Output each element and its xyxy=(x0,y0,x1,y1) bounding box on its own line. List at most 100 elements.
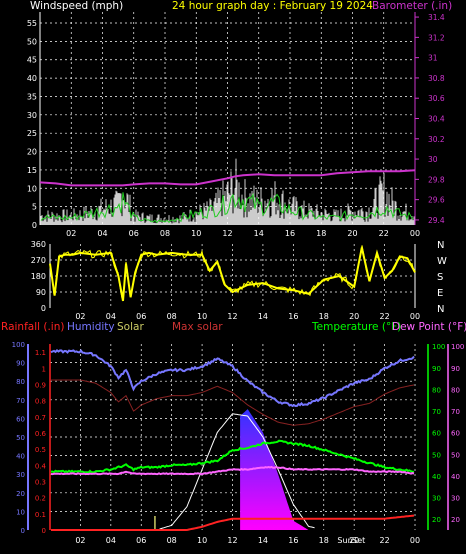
barometer-tick-label: 30.8 xyxy=(428,74,445,83)
wind-x-tick: 14 xyxy=(254,229,264,238)
weather-x-tick: 22 xyxy=(379,536,389,545)
wind-tick-label: 30 xyxy=(27,111,37,120)
rain-tick-label: 0.9 xyxy=(35,381,46,389)
wind-tick-label: 5 xyxy=(32,203,37,212)
direction-x-tick: 02 xyxy=(75,312,85,321)
direction-x-tick: 20 xyxy=(349,312,359,321)
rain-tick-label: 0 xyxy=(42,527,46,535)
temperature-tick-label: 60 xyxy=(432,430,441,438)
legend-dew-point: Dew Point (°F) xyxy=(392,321,466,333)
temperature-tick-label: 80 xyxy=(432,386,441,394)
wind-tick-label: 55 xyxy=(27,19,37,28)
max-solar-line xyxy=(159,413,315,530)
direction-tick-label: 180 xyxy=(31,272,46,281)
temperature-tick-label: 70 xyxy=(432,408,441,416)
direction-x-tick: 14 xyxy=(258,312,268,321)
wind-x-tick: 20 xyxy=(347,229,357,238)
humidity-tick-label: 0 xyxy=(21,527,25,535)
temperature-tick-label: 30 xyxy=(432,495,441,503)
temperature-tick-label: 20 xyxy=(432,516,441,524)
sunset-label: Sun xyxy=(337,536,352,545)
temperature-tick-label: 50 xyxy=(432,451,441,459)
legend-humidity: Humidity xyxy=(67,321,115,333)
legend-max-solar: Max solar xyxy=(172,321,223,333)
temperature-tick-label: 90 xyxy=(432,365,441,373)
max-solar-reference-line xyxy=(51,379,415,426)
rain-tick-label: 1.1 xyxy=(35,349,46,357)
wind-tick-label: 20 xyxy=(27,148,37,157)
wind-x-tick: 22 xyxy=(379,229,389,238)
weather-x-tick: 02 xyxy=(75,536,85,545)
wind-tick-label: 45 xyxy=(27,56,37,65)
direction-x-tick: 16 xyxy=(288,312,298,321)
legend-solar: Solar xyxy=(117,321,144,333)
dewpoint-tick-label: 90 xyxy=(451,365,460,373)
compass-label: N xyxy=(437,304,444,315)
rain-tick-label: 1 xyxy=(42,365,46,373)
barometer-tick-label: 30 xyxy=(428,155,438,164)
direction-x-tick: 00 xyxy=(410,312,420,321)
dewpoint-tick-label: 20 xyxy=(451,516,460,524)
windspeed-label: Windspeed (mph) xyxy=(30,0,123,12)
direction-x-tick: 12 xyxy=(227,312,237,321)
rain-tick-label: 0.8 xyxy=(35,398,46,406)
wind-tick-label: 50 xyxy=(27,37,37,46)
wind-x-tick: 04 xyxy=(97,229,107,238)
wind-x-tick: 02 xyxy=(66,229,76,238)
weather-x-tick: 06 xyxy=(136,536,146,545)
wind-x-tick: 18 xyxy=(316,229,326,238)
barometer-tick-label: 29.6 xyxy=(428,196,445,205)
barometer-tick-label: 30.4 xyxy=(428,115,445,124)
dewpoint-tick-label: 70 xyxy=(451,408,460,416)
weather-x-tick: 00 xyxy=(410,536,420,545)
compass-label: W xyxy=(437,256,447,267)
weather-x-tick: 18 xyxy=(319,536,329,545)
humidity-line xyxy=(50,348,415,408)
rain-tick-label: 0.5 xyxy=(35,446,46,454)
humidity-tick-label: 80 xyxy=(16,378,25,386)
direction-x-tick: 08 xyxy=(167,312,177,321)
direction-jitter xyxy=(51,245,415,299)
barometer-tick-label: 31 xyxy=(428,54,438,63)
humidity-tick-label: 20 xyxy=(16,490,25,498)
barometer-tick-label: 29.8 xyxy=(428,175,445,184)
barometer-tick-label: 30.2 xyxy=(428,135,445,144)
rain-tick-label: 0.7 xyxy=(35,414,46,422)
rain-tick-label: 0.4 xyxy=(35,462,47,470)
dewpoint-tick-label: 50 xyxy=(451,451,460,459)
rainfall-line xyxy=(51,514,415,531)
direction-tick-label: 270 xyxy=(31,256,46,265)
rain-tick-label: 0.6 xyxy=(35,430,47,438)
wind-x-tick: 08 xyxy=(160,229,170,238)
humidity-tick-label: 60 xyxy=(16,415,25,423)
weather-x-tick: 14 xyxy=(258,536,268,545)
direction-x-tick: 18 xyxy=(319,312,329,321)
direction-x-tick: 06 xyxy=(136,312,146,321)
humidity-tick-label: 10 xyxy=(16,508,25,516)
direction-tick-label: 360 xyxy=(31,240,46,249)
direction-tick-label: 90 xyxy=(36,288,46,297)
gust-line xyxy=(40,192,414,224)
humidity-tick-label: 50 xyxy=(16,434,25,442)
barometer-tick-label: 31.4 xyxy=(428,13,445,22)
wind-x-tick: 16 xyxy=(285,229,295,238)
weather-x-tick: 04 xyxy=(106,536,116,545)
temperature-tick-label: 100 xyxy=(432,343,445,351)
barometer-tick-label: 29.4 xyxy=(428,216,445,225)
barometer-tick-label: 30.6 xyxy=(428,94,445,103)
weather-x-tick: 16 xyxy=(288,536,298,545)
compass-label: E xyxy=(437,288,443,299)
wind-x-tick: 00 xyxy=(410,229,420,238)
compass-label: N xyxy=(437,240,444,251)
legend-temperature: Temperature (°F) xyxy=(311,321,401,333)
barometer-label: Barometer (.in) xyxy=(372,0,452,12)
wind-tick-label: 15 xyxy=(27,166,37,175)
weather-x-tick: 10 xyxy=(197,536,207,545)
humidity-tick-label: 90 xyxy=(16,360,25,368)
wind-tick-label: 35 xyxy=(27,92,37,101)
wind-x-tick: 06 xyxy=(129,229,139,238)
dewpoint-tick-label: 80 xyxy=(451,386,460,394)
wind-tick-label: 10 xyxy=(27,184,37,193)
